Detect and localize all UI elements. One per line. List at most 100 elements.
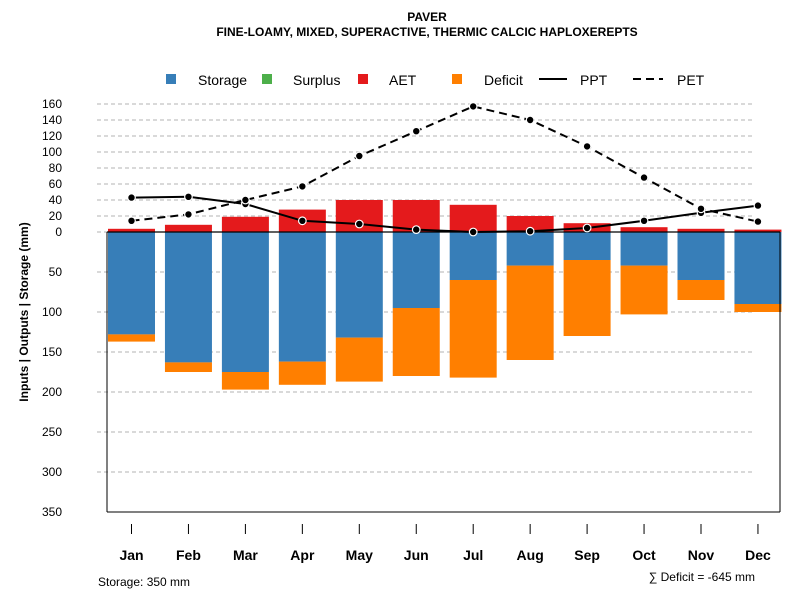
x-tick-label: May xyxy=(346,547,373,563)
bar-deficit xyxy=(506,265,554,360)
bar-deficit xyxy=(392,308,440,376)
y-tick-label-lower: 200 xyxy=(42,385,62,399)
x-tick-label: Nov xyxy=(688,547,715,563)
ppt-point xyxy=(525,226,535,236)
ppt-point xyxy=(127,193,136,203)
legend-label-surplus: Surplus xyxy=(293,72,340,88)
y-tick-label-upper: 120 xyxy=(42,129,62,143)
y-tick-label-lower: 50 xyxy=(49,265,63,279)
legend-label-storage: Storage xyxy=(198,72,247,88)
x-tick-label: Sep xyxy=(574,547,600,563)
y-tick-label-upper: 160 xyxy=(42,97,62,111)
ppt-point xyxy=(354,219,364,229)
y-tick-label-lower: 150 xyxy=(42,345,62,359)
bar-storage xyxy=(278,232,326,362)
bar-aet xyxy=(164,224,212,232)
bar-storage xyxy=(734,232,782,304)
legend-label-pet: PET xyxy=(677,72,705,88)
y-tick-label-lower: 350 xyxy=(42,505,62,519)
bar-deficit xyxy=(278,361,326,385)
legend-swatch-aet xyxy=(358,74,368,84)
bar-deficit xyxy=(335,337,383,382)
legend-label-deficit: Deficit xyxy=(484,72,523,88)
bar-deficit xyxy=(164,362,212,372)
bar-aet xyxy=(221,216,269,232)
pet-point xyxy=(184,209,193,219)
chart-title: PAVER xyxy=(407,10,447,24)
chart-subtitle: FINE-LOAMY, MIXED, SUPERACTIVE, THERMIC … xyxy=(216,25,637,39)
bar-storage xyxy=(449,232,497,280)
ppt-point xyxy=(468,227,478,237)
bar-aet xyxy=(677,228,725,232)
ppt-point xyxy=(184,192,193,202)
bar-deficit xyxy=(108,334,155,342)
pet-point xyxy=(696,204,706,214)
y-tick-label-lower: 300 xyxy=(42,465,62,479)
bar-aet xyxy=(734,229,782,232)
bar-aet xyxy=(449,204,497,232)
legend-label-ppt: PPT xyxy=(580,72,608,88)
x-tick-label: Mar xyxy=(233,547,258,563)
y-tick-label-upper: 140 xyxy=(42,113,62,127)
y-tick-label-upper: 0 xyxy=(55,225,62,239)
y-tick-label-upper: 60 xyxy=(49,177,63,191)
bar-aet xyxy=(108,228,155,232)
x-tick-label: Apr xyxy=(290,547,315,563)
lines xyxy=(107,101,780,237)
bar-storage xyxy=(620,232,668,266)
axes: 0 20 40 60 80 100 120 140 160 50 100 150 200 250 300 35… xyxy=(42,97,771,563)
x-tick-label: Aug xyxy=(517,547,544,563)
x-tick-label: Oct xyxy=(632,547,656,563)
ppt-point xyxy=(297,216,307,226)
pet-point xyxy=(525,115,535,125)
x-tick-label: Feb xyxy=(176,547,201,563)
ppt-point xyxy=(411,225,421,235)
bar-storage xyxy=(108,232,155,335)
bar-deficit xyxy=(677,280,725,300)
ppt-point xyxy=(582,223,592,233)
y-tick-label-lower: 100 xyxy=(42,305,62,319)
bar-deficit xyxy=(221,372,269,390)
bar-storage xyxy=(677,232,725,280)
y-tick-label-upper: 40 xyxy=(49,193,63,207)
pet-point xyxy=(639,173,649,183)
pet-line xyxy=(131,105,759,223)
legend-label-aet: AET xyxy=(389,72,417,88)
pet-point xyxy=(753,217,763,227)
bar-storage xyxy=(164,232,212,363)
pet-point xyxy=(582,141,592,151)
pet-point xyxy=(127,216,136,226)
x-tick-label: Dec xyxy=(745,547,771,563)
bar-deficit xyxy=(563,260,611,336)
legend-swatch-deficit xyxy=(452,74,462,84)
bar-storage xyxy=(506,232,554,266)
bar-aet xyxy=(620,227,668,232)
legend: Storage Surplus AET Deficit PPT PET xyxy=(166,72,705,88)
bar-deficit xyxy=(449,280,497,378)
x-tick-label: Jul xyxy=(463,547,483,563)
bar-deficit xyxy=(734,304,782,312)
pet-point xyxy=(240,195,250,205)
bar-aet xyxy=(506,216,554,232)
legend-swatch-storage xyxy=(166,74,176,84)
x-tick-label: Jun xyxy=(404,547,429,563)
pet-point xyxy=(297,181,307,191)
legend-swatch-surplus xyxy=(262,74,272,84)
pet-point xyxy=(411,126,421,136)
y-tick-label-lower: 250 xyxy=(42,425,62,439)
pet-point xyxy=(354,151,364,161)
y-tick-label-upper: 80 xyxy=(49,161,63,175)
bar-deficit xyxy=(620,265,668,315)
y-axis-label: Inputs | Outputs | Storage (mm) xyxy=(17,222,31,401)
bar-storage xyxy=(392,232,440,308)
bar-storage xyxy=(335,232,383,338)
bar-storage xyxy=(221,232,269,372)
x-tick-label: Jan xyxy=(119,547,143,563)
y-tick-label-upper: 20 xyxy=(49,209,63,223)
pet-point xyxy=(468,101,478,111)
storage-note: Storage: 350 mm xyxy=(98,575,190,589)
deficit-note: ∑ Deficit = -645 mm xyxy=(649,570,755,584)
y-tick-label-upper: 100 xyxy=(42,145,62,159)
bar-storage xyxy=(563,232,611,260)
bars xyxy=(108,200,782,390)
